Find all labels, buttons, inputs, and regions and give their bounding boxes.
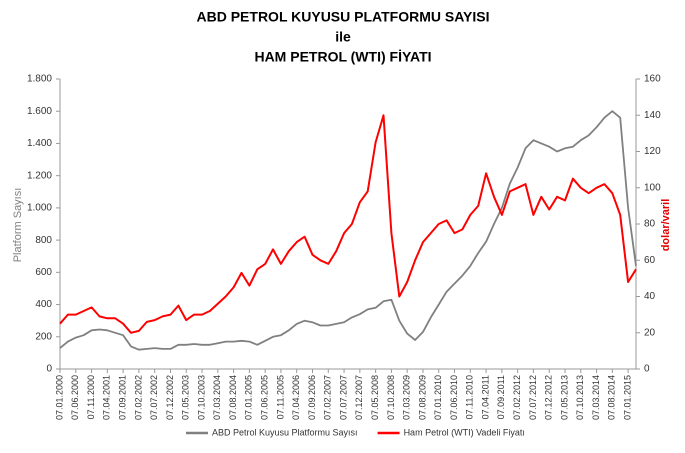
x-tick-label: 07.10.2013: [575, 375, 585, 420]
x-tick-label: 07.08.2004: [228, 375, 238, 420]
series-line: [59, 114, 637, 334]
y2-tick-label: 140: [644, 110, 661, 121]
x-tick-label: 07.02.2012: [512, 375, 522, 420]
y2-axis-label: dolar/varil: [660, 199, 672, 252]
y2-tick-label: 40: [644, 291, 656, 302]
x-tick-label: 07.07.2007: [338, 375, 348, 420]
y2-tick-label: 0: [644, 364, 650, 375]
y-tick-label: 1.800: [27, 74, 52, 85]
y-tick-label: 1.000: [27, 203, 52, 214]
x-tick-label: 07.04.2001: [102, 375, 112, 420]
x-tick-label: 07.09.2011: [496, 375, 506, 419]
series-line: [59, 110, 637, 351]
x-tick-label: 07.10.2008: [386, 375, 396, 420]
x-tick-label: 07.04.2011: [480, 375, 490, 419]
x-tick-label: 07.03.2014: [591, 375, 601, 420]
x-tick-label: 07.01.2000: [54, 375, 64, 420]
x-tick-label: 07.12.2007: [354, 375, 364, 420]
x-tick-label: 07.05.2008: [370, 375, 380, 420]
x-tick-label: 07.08.2009: [417, 375, 427, 420]
x-tick-label: 07.10.2003: [196, 375, 206, 420]
y2-tick-label: 100: [644, 182, 661, 193]
y-tick-label: 400: [35, 299, 52, 310]
x-tick-label: 07.07.2002: [149, 375, 159, 420]
y2-tick-label: 60: [644, 255, 656, 266]
legend-label: ABD Petrol Kuyusu Platformu Sayısı: [212, 427, 358, 437]
y2-tick-label: 120: [644, 146, 661, 157]
x-tick-label: 07.01.2010: [433, 375, 443, 420]
x-tick-label: 07.08.2014: [607, 375, 617, 420]
x-tick-label: 07.11.2005: [275, 375, 285, 419]
x-tick-label: 07.03.2004: [212, 375, 222, 420]
y-tick-label: 200: [35, 331, 52, 342]
x-tick-label: 07.03.2009: [402, 375, 412, 420]
x-tick-label: 07.02.2002: [133, 375, 143, 420]
y2-tick-label: 20: [644, 327, 656, 338]
y2-tick-label: 80: [644, 219, 656, 230]
y-tick-label: 600: [35, 267, 52, 278]
x-tick-label: 07.11.2000: [86, 375, 96, 419]
x-tick-label: 07.09.2001: [117, 375, 127, 420]
y-axis-label: Platform Sayısı: [12, 188, 24, 263]
x-tick-label: 07.06.2005: [260, 375, 270, 420]
x-tick-label: 07.02.2007: [323, 375, 333, 420]
x-tick-label: 07.12.2012: [544, 375, 554, 420]
x-tick-label: 07.01.2015: [622, 375, 632, 420]
y-tick-label: 1.200: [27, 170, 52, 181]
x-tick-label: 07.06.2000: [70, 375, 80, 420]
x-tick-label: 07.09.2006: [307, 375, 317, 420]
y-tick-label: 800: [35, 235, 52, 246]
chart-title: ABD PETROL KUYUSU PLATFORMU SAYISI: [197, 9, 490, 25]
x-tick-label: 07.07.2012: [528, 375, 538, 420]
x-tick-label: 07.06.2010: [449, 375, 459, 420]
y-tick-label: 1.600: [27, 106, 52, 117]
x-tick-label: 07.04.2006: [291, 375, 301, 420]
x-tick-label: 07.05.2013: [559, 375, 569, 420]
x-tick-label: 07.12.2002: [165, 375, 175, 420]
chart-title: HAM PETROL (WTI) FİYATI: [254, 49, 431, 65]
x-tick-label: 07.11.2010: [465, 375, 475, 419]
y2-tick-label: 160: [644, 74, 661, 85]
legend-label: Ham Petrol (WTI) Vadeli Fiyatı: [404, 427, 525, 437]
y-tick-label: 0: [46, 364, 52, 375]
x-tick-label: 07.05.2003: [181, 375, 191, 420]
chart-title: ile: [335, 29, 351, 45]
x-tick-label: 07.01.2005: [244, 375, 254, 420]
y-tick-label: 1.400: [27, 138, 52, 149]
